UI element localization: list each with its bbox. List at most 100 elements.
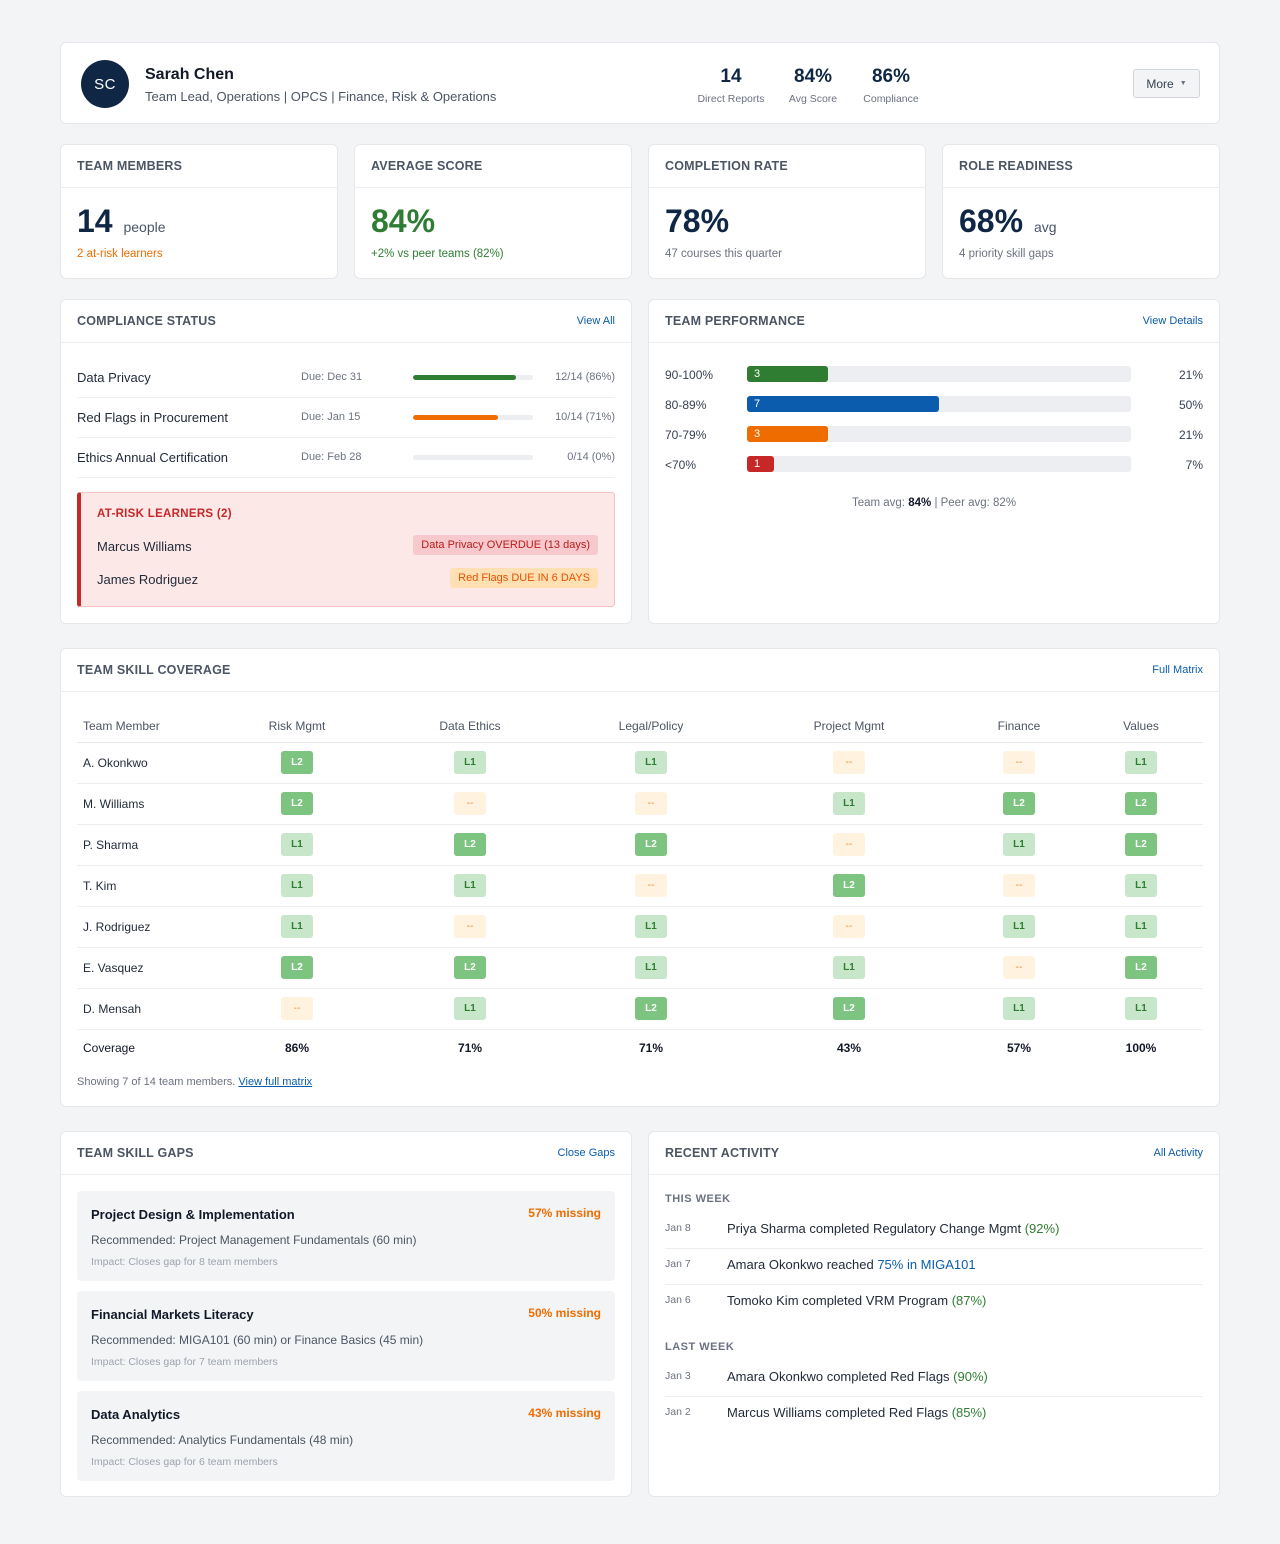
matrix-cell: L1 (959, 906, 1079, 948)
matrix-member-name[interactable]: E. Vasquez (77, 947, 217, 989)
activity-item[interactable]: Jan 7 Amara Okonkwo reached 75% in MIGA10… (665, 1249, 1203, 1285)
matrix-cell: -- (739, 906, 959, 948)
skill-level-badge[interactable]: L1 (833, 956, 865, 979)
all-activity-link[interactable]: All Activity (1153, 1147, 1203, 1159)
skill-level-badge[interactable]: L1 (1125, 874, 1157, 897)
coverage-row: Coverage 86% 71% 71% 43% 57% 100% (77, 1029, 1203, 1067)
matrix-cell: L1 (563, 906, 739, 948)
at-risk-learner-name[interactable]: Marcus Williams (97, 539, 192, 554)
card-title: Recent Activity (665, 1146, 780, 1160)
activity-item[interactable]: Jan 3 Amara Okonkwo completed Red Flags (… (665, 1361, 1203, 1397)
skill-level-badge[interactable]: L2 (1125, 792, 1157, 815)
skill-level-badge[interactable]: L1 (1003, 833, 1035, 856)
matrix-member-name[interactable]: D. Mensah (77, 988, 217, 1030)
skill-level-badge[interactable]: L2 (281, 792, 313, 815)
stat-compliance: 86% Compliance (855, 66, 927, 105)
skill-level-badge[interactable]: L1 (1003, 915, 1035, 938)
coverage-value: 100% (1125, 1041, 1157, 1056)
matrix-member-name[interactable]: A. Okonkwo (77, 742, 217, 784)
compliance-progress-bar (413, 415, 533, 420)
compliance-row[interactable]: Data Privacy Due: Dec 31 12/14 (86%) (77, 358, 615, 398)
activity-item[interactable]: Jan 6 Tomoko Kim completed VRM Program (8… (665, 1285, 1203, 1321)
kpi-value: 78% (665, 203, 729, 240)
skill-level-badge[interactable]: L2 (1125, 833, 1157, 856)
skill-gap-item[interactable]: Data Analytics 43% missing Recommended: An… (77, 1391, 615, 1481)
performance-summary: Team avg: 84% | Peer avg: 82% (649, 497, 1219, 509)
more-button[interactable]: More ▼ (1133, 69, 1200, 98)
kpi-value: 84% (371, 203, 435, 240)
skill-level-badge[interactable]: L2 (281, 751, 313, 774)
activity-date: Jan 3 (665, 1370, 691, 1382)
skill-level-badge[interactable]: -- (833, 751, 865, 774)
skill-level-badge[interactable]: L1 (1125, 997, 1157, 1020)
skill-level-badge[interactable]: -- (833, 833, 865, 856)
compliance-row[interactable]: Ethics Annual Certification Due: Feb 28 0/… (77, 438, 615, 478)
full-matrix-link[interactable]: Full Matrix (1152, 664, 1203, 676)
matrix-cell: L1 (377, 865, 563, 907)
skill-level-badge[interactable]: L1 (635, 956, 667, 979)
skill-level-badge[interactable]: L1 (1125, 751, 1157, 774)
skill-level-badge[interactable]: -- (281, 997, 313, 1020)
matrix-member-name[interactable]: J. Rodriguez (77, 906, 217, 948)
skill-level-badge[interactable]: L1 (281, 915, 313, 938)
activity-item[interactable]: Jan 8 Priya Sharma completed Regulatory C… (665, 1213, 1203, 1249)
band-bar: 1 (747, 456, 774, 472)
skill-level-badge[interactable]: -- (635, 874, 667, 897)
skill-level-badge[interactable]: L2 (635, 997, 667, 1020)
skill-gap-item[interactable]: Financial Markets Literacy 50% missing Rec… (77, 1291, 615, 1381)
skill-level-badge[interactable]: -- (1003, 874, 1035, 897)
skill-level-badge[interactable]: L2 (281, 956, 313, 979)
skill-level-badge[interactable]: -- (635, 792, 667, 815)
activity-highlight: 75% in MIGA101 (877, 1257, 976, 1272)
view-full-matrix-link[interactable]: View full matrix (238, 1076, 313, 1088)
skill-level-badge[interactable]: -- (454, 792, 486, 815)
compliance-row[interactable]: Red Flags in Procurement Due: Jan 15 10/14… (77, 398, 615, 438)
skill-level-badge[interactable]: -- (454, 915, 486, 938)
skill-level-badge[interactable]: -- (1003, 956, 1035, 979)
kpi-title: Completion Rate (665, 159, 788, 173)
skill-level-badge[interactable]: L1 (635, 751, 667, 774)
performance-band-row: 70-79% 3 21% (665, 426, 1203, 444)
skill-level-badge[interactable]: L2 (833, 874, 865, 897)
skill-level-badge[interactable]: L1 (281, 833, 313, 856)
skill-level-badge[interactable]: L1 (1003, 997, 1035, 1020)
skill-level-badge[interactable]: L1 (1125, 915, 1157, 938)
activity-section-label: LAST WEEK (665, 1341, 735, 1353)
skill-level-badge[interactable]: L1 (454, 751, 486, 774)
view-details-link[interactable]: View Details (1142, 315, 1203, 327)
skill-level-badge[interactable]: L2 (833, 997, 865, 1020)
stat-label: Direct Reports (697, 93, 765, 105)
matrix-cell: L1 (563, 947, 739, 989)
close-gaps-link[interactable]: Close Gaps (557, 1147, 615, 1159)
skill-level-badge[interactable]: L1 (454, 874, 486, 897)
matrix-cell: L1 (217, 824, 377, 866)
skill-level-badge[interactable]: L1 (281, 874, 313, 897)
profile-role: Team Lead, Operations | OPCS | Finance, … (145, 89, 497, 104)
compliance-progress-bar (413, 375, 533, 380)
band-bar-track: 3 (747, 426, 1131, 442)
kpi-value-number: 68% (959, 203, 1024, 239)
skill-level-badge[interactable]: L1 (833, 792, 865, 815)
skill-level-badge[interactable]: -- (833, 915, 865, 938)
skill-level-badge[interactable]: L1 (635, 915, 667, 938)
matrix-member-name[interactable]: P. Sharma (77, 824, 217, 866)
skill-level-badge[interactable]: L2 (1003, 792, 1035, 815)
skill-gap-item[interactable]: Project Design & Implementation 57% missi… (77, 1191, 615, 1281)
skill-gaps-card: Team Skill Gaps Close Gaps Project Desig… (60, 1131, 632, 1497)
at-risk-learner-name[interactable]: James Rodriguez (97, 572, 199, 587)
view-all-link[interactable]: View All (576, 315, 615, 327)
activity-item[interactable]: Jan 2 Marcus Williams completed Red Flags… (665, 1397, 1203, 1433)
matrix-header-skill: Data Ethics (377, 711, 563, 743)
matrix-cell: L2 (739, 988, 959, 1030)
matrix-member-name[interactable]: T. Kim (77, 865, 217, 907)
skill-level-badge[interactable]: L2 (1125, 956, 1157, 979)
skill-level-badge[interactable]: L1 (454, 997, 486, 1020)
matrix-cell: -- (217, 988, 377, 1030)
kpi-subtext: 2 at-risk learners (77, 248, 163, 260)
skill-level-badge[interactable]: L2 (454, 833, 486, 856)
matrix-member-name[interactable]: M. Williams (77, 783, 217, 825)
gap-title: Project Design & Implementation (91, 1207, 295, 1222)
skill-level-badge[interactable]: L2 (454, 956, 486, 979)
skill-level-badge[interactable]: L2 (635, 833, 667, 856)
skill-level-badge[interactable]: -- (1003, 751, 1035, 774)
